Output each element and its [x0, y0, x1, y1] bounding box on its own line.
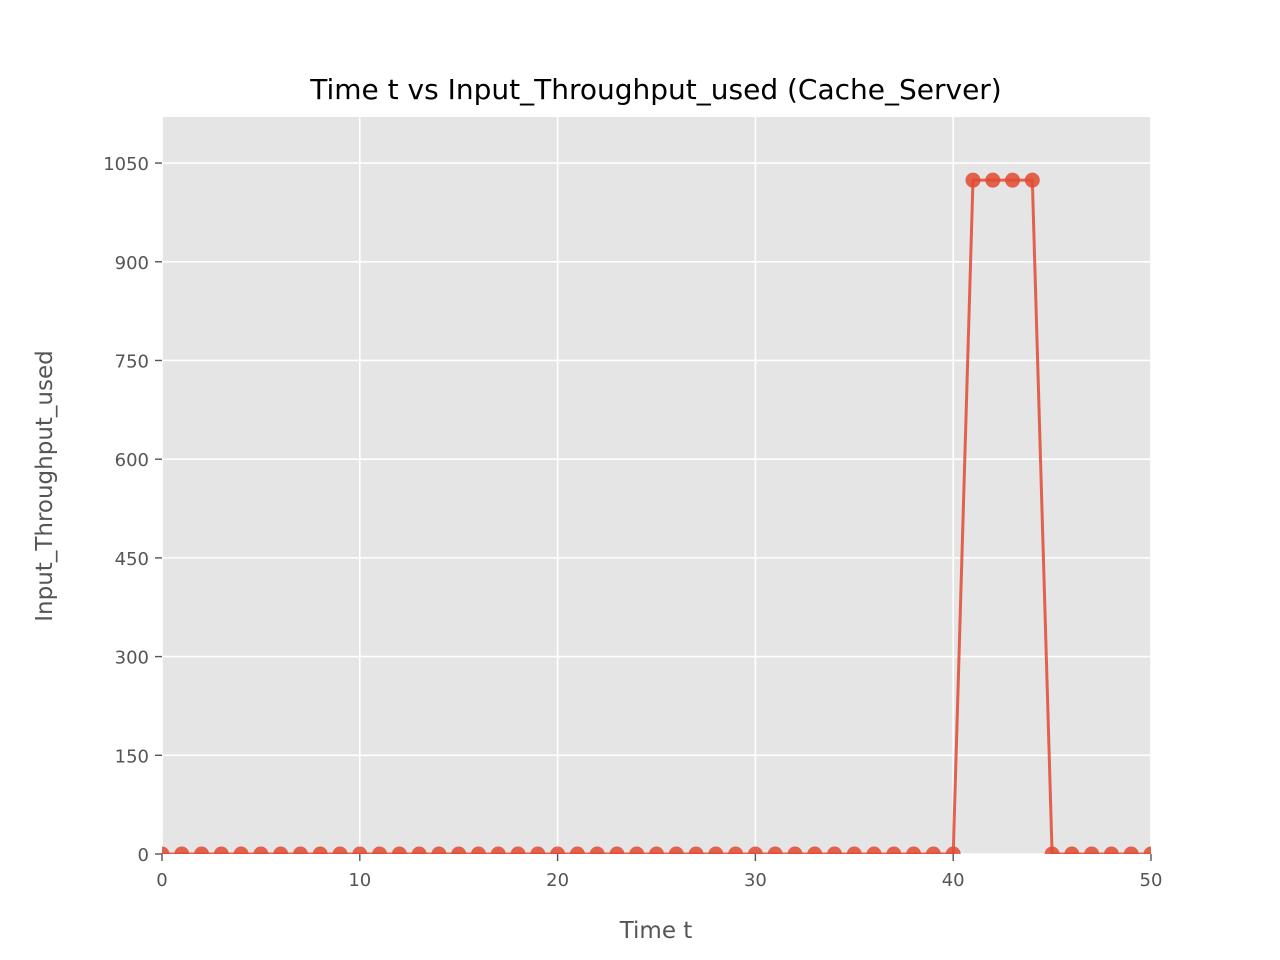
series-group [162, 172, 1151, 854]
data-point [470, 846, 486, 854]
y-tick-label: 450 [115, 549, 149, 570]
data-point [1143, 846, 1151, 854]
data-point [1024, 172, 1040, 188]
x-tick-label: 0 [156, 870, 167, 891]
data-point [767, 846, 783, 854]
data-point [273, 846, 289, 854]
data-point [569, 846, 585, 854]
data-point [886, 846, 902, 854]
data-point [609, 846, 625, 854]
x-tick-label: 40 [942, 870, 965, 891]
data-point [352, 846, 368, 854]
data-point [925, 846, 941, 854]
x-tick-label: 50 [1140, 870, 1163, 891]
data-point [708, 846, 724, 854]
data-point [411, 846, 427, 854]
data-point [1044, 846, 1060, 854]
data-point [490, 846, 506, 854]
y-tick-label: 0 [138, 845, 149, 866]
data-point [530, 846, 546, 854]
data-point [985, 172, 1001, 188]
grid-lines [161, 117, 1152, 855]
y-tick-label: 150 [115, 746, 149, 767]
data-point [945, 846, 961, 854]
data-point [965, 172, 981, 188]
data-point [668, 846, 684, 854]
y-tick-label: 600 [115, 450, 149, 471]
data-point [292, 846, 308, 854]
data-point [510, 846, 526, 854]
data-point [174, 846, 190, 854]
y-tick-label: 750 [115, 351, 149, 372]
y-tick-label: 300 [115, 648, 149, 669]
data-point [332, 846, 348, 854]
data-point [827, 846, 843, 854]
data-point [391, 846, 407, 854]
data-point [787, 846, 803, 854]
y-axis-label: Input_Throughput_used [32, 350, 58, 621]
data-point [213, 846, 229, 854]
data-point [1005, 172, 1021, 188]
plot-area [162, 117, 1151, 854]
data-point [233, 846, 249, 854]
data-point [589, 846, 605, 854]
data-point [1103, 846, 1119, 854]
series-layer [162, 172, 1151, 854]
x-tick-label: 30 [744, 870, 767, 891]
data-point [312, 846, 328, 854]
data-point [688, 846, 704, 854]
data-point [807, 846, 823, 854]
x-tick-label: 10 [348, 870, 371, 891]
data-point [1084, 846, 1100, 854]
data-point [431, 846, 447, 854]
data-point [451, 846, 467, 854]
data-point [728, 846, 744, 854]
data-point [1123, 846, 1139, 854]
data-point [550, 846, 566, 854]
data-point [866, 846, 882, 854]
y-tick-label: 1050 [103, 154, 149, 175]
y-tick-label: 900 [115, 253, 149, 274]
x-tick-label: 20 [546, 870, 569, 891]
data-point [194, 846, 210, 854]
data-point [906, 846, 922, 854]
data-point [1064, 846, 1080, 854]
data-point [162, 846, 170, 854]
data-point [253, 846, 269, 854]
chart-title: Time t vs Input_Throughput_used (Cache_S… [309, 73, 1001, 106]
data-point [747, 846, 763, 854]
x-axis-label: Time t [619, 918, 693, 944]
axis-ticks: 0 10 20 30 40 50 0 150 300 450 600 750 900 1050 [103, 154, 1162, 891]
data-point [372, 846, 388, 854]
data-point [846, 846, 862, 854]
data-point [649, 846, 664, 854]
data-point [629, 846, 645, 854]
